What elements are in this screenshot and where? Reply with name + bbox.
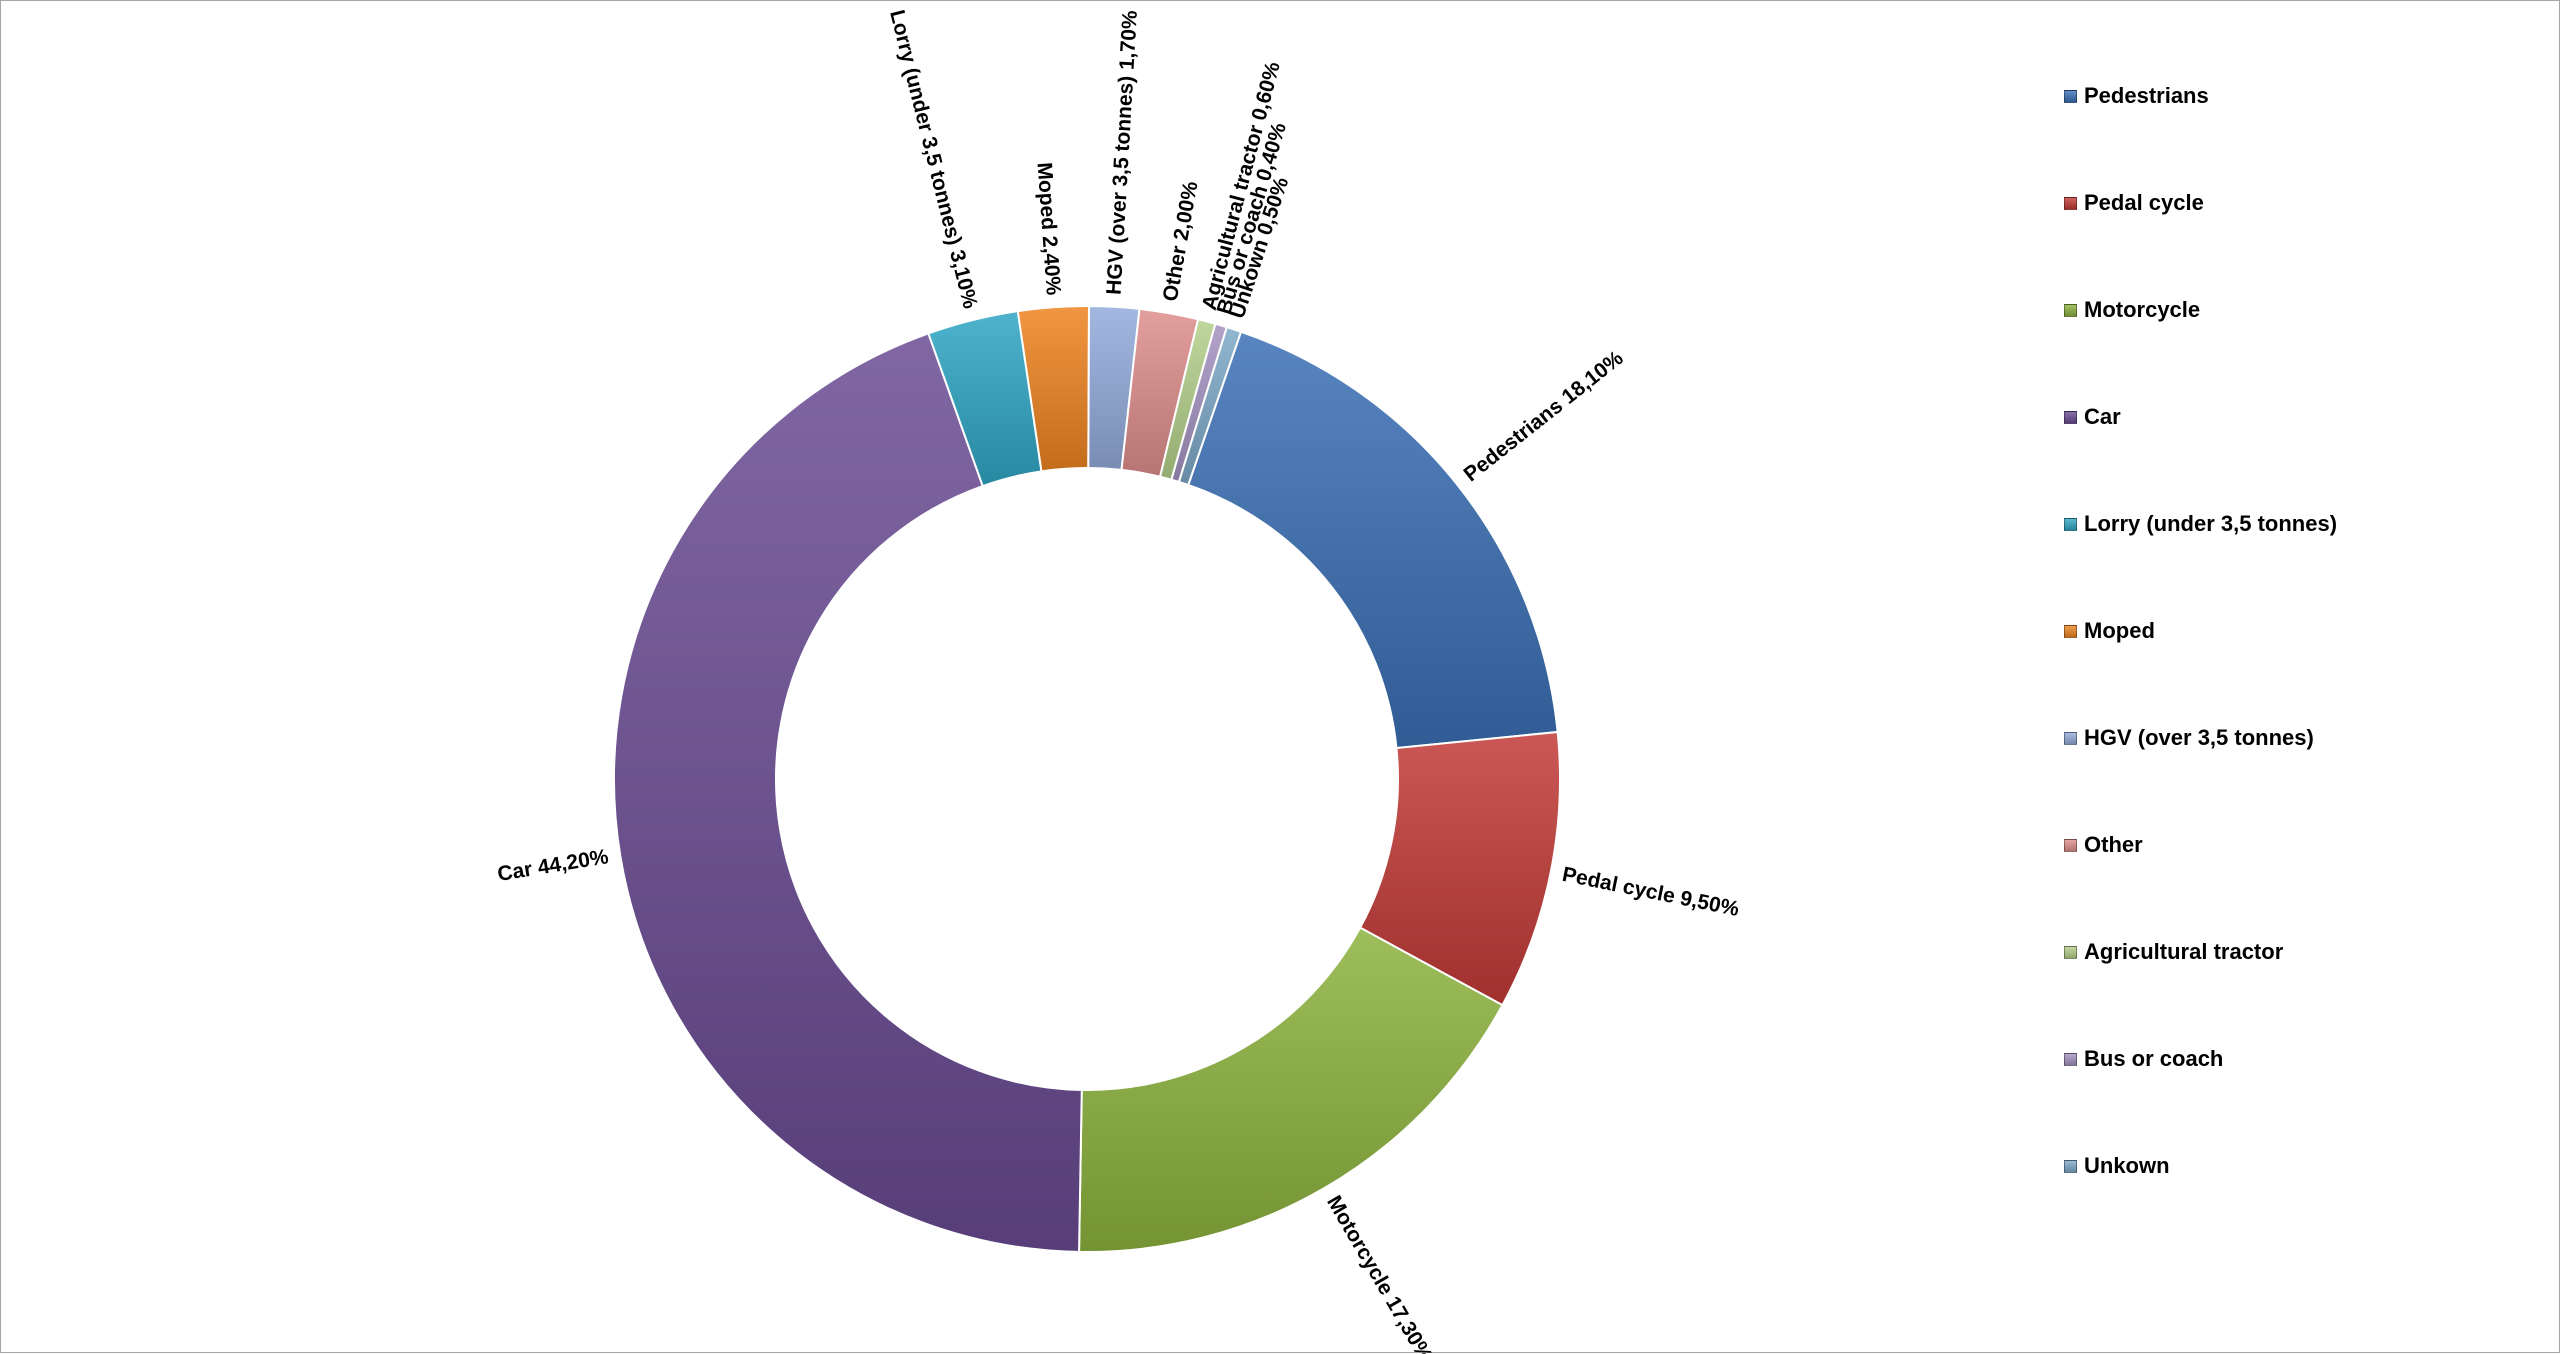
legend-label: Moped	[2084, 618, 2155, 643]
data-label-car: Car 44,20%	[496, 845, 611, 886]
legend-label: Pedal cycle	[2084, 190, 2204, 215]
slice-car	[613, 332, 1083, 1253]
legend-item-moped: Moped	[2064, 616, 2155, 646]
legend-label: Unkown	[2084, 1153, 2170, 1178]
slice-motorcycle	[1078, 926, 1504, 1253]
slice-unkown	[1177, 325, 1243, 487]
legend-swatch	[2064, 410, 2077, 424]
legend-swatch	[2064, 624, 2077, 638]
legend-item-lorry-under-3-5-tonnes: Lorry (under 3,5 tonnes)	[2064, 509, 2337, 539]
legend-label: Lorry (under 3,5 tonnes)	[2084, 511, 2338, 536]
legend-item-pedal-cycle: Pedal cycle	[2064, 188, 2204, 218]
legend-swatch	[2064, 1159, 2077, 1173]
data-label-pedal-cycle: Pedal cycle 9,50%	[1560, 863, 1741, 921]
slice-pedestrians	[1186, 330, 1559, 750]
legend-label: HGV (over 3,5 tonnes)	[2084, 725, 2314, 750]
legend-swatch	[2064, 945, 2077, 959]
legend-label: Bus or coach	[2084, 1046, 2224, 1071]
data-label-moped: Moped 2,40%	[1032, 162, 1064, 297]
legend-item-car: Car	[2064, 402, 2121, 432]
data-label-hgv-over-3-5-tonnes: HGV (over 3,5 tonnes) 1,70%	[1103, 9, 1142, 295]
legend-swatch	[2064, 838, 2077, 852]
donut-slices	[613, 304, 1561, 1253]
legend-swatch	[2064, 89, 2077, 103]
legend-swatch	[2064, 303, 2077, 317]
legend-label: Pedestrians	[2084, 83, 2209, 108]
data-label-pedestrians: Pedestrians 18,10%	[1460, 346, 1628, 486]
legend-swatch	[2064, 1052, 2077, 1066]
legend-swatch	[2064, 731, 2077, 745]
legend-swatch	[2064, 196, 2077, 210]
data-label-motorcycle: Motorcycle 17,30%	[1322, 1192, 1437, 1354]
legend-swatch	[2064, 517, 2077, 531]
legend-label: Other	[2084, 832, 2143, 857]
legend-item-hgv-over-3-5-tonnes: HGV (over 3,5 tonnes)	[2064, 723, 2314, 753]
legend-item-unkown: Unkown	[2064, 1151, 2170, 1181]
legend-label: Car	[2084, 404, 2121, 429]
data-label-lorry-under-3-5-tonnes: Lorry (under 3,5 tonnes) 3,10%	[885, 8, 982, 312]
legend-label: Agricultural tractor	[2084, 939, 2284, 964]
legend-label: Motorcycle	[2084, 297, 2201, 322]
legend-item-motorcycle: Motorcycle	[2064, 295, 2200, 325]
legend-item-bus-or-coach: Bus or coach	[2064, 1044, 2223, 1074]
data-label-other: Other 2,00%	[1159, 179, 1203, 303]
legend-item-agricultural-tractor: Agricultural tractor	[2064, 937, 2283, 967]
legend-item-pedestrians: Pedestrians	[2064, 81, 2209, 111]
legend-item-other: Other	[2064, 830, 2143, 860]
